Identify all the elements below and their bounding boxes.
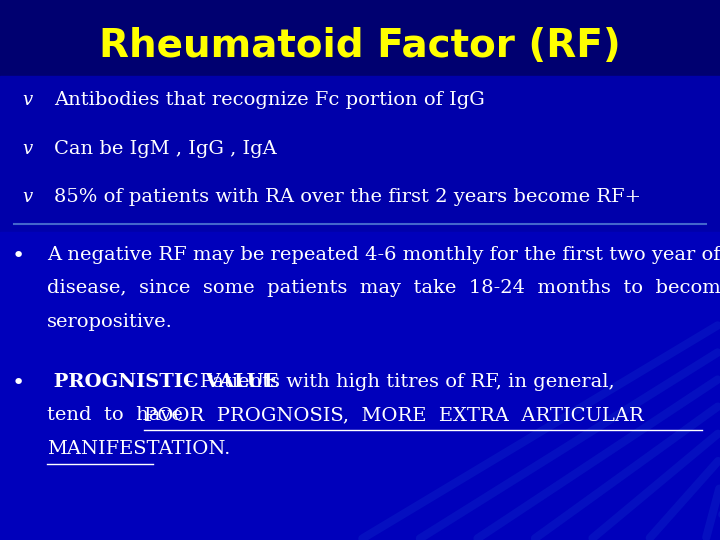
FancyArrowPatch shape — [535, 407, 718, 538]
Text: Can be IgM , IgG , IgA: Can be IgM , IgG , IgA — [54, 139, 276, 158]
Text: v: v — [22, 188, 32, 206]
Bar — [0, 76, 720, 232]
Text: •: • — [12, 246, 24, 266]
Text: PROGNISTIC VALUE: PROGNISTIC VALUE — [47, 373, 278, 390]
Text: MANIFESTATION.: MANIFESTATION. — [47, 440, 230, 457]
FancyArrowPatch shape — [650, 461, 718, 538]
FancyArrowPatch shape — [420, 353, 718, 538]
FancyArrowPatch shape — [477, 380, 718, 538]
Text: disease,  since  some  patients  may  take  18-24  months  to  become: disease, since some patients may take 18… — [47, 279, 720, 297]
Text: Antibodies that recognize Fc portion of IgG: Antibodies that recognize Fc portion of … — [54, 91, 485, 109]
Bar — [0, 0, 720, 76]
Text: Rheumatoid Factor (RF): Rheumatoid Factor (RF) — [99, 27, 621, 65]
Text: A negative RF may be repeated 4-6 monthly for the first two year of: A negative RF may be repeated 4-6 monthl… — [47, 246, 720, 264]
FancyArrowPatch shape — [593, 434, 718, 538]
Text: v: v — [22, 91, 32, 109]
Text: v: v — [22, 139, 32, 158]
Text: POOR  PROGNOSIS,  MORE  EXTRA  ARTICULAR: POOR PROGNOSIS, MORE EXTRA ARTICULAR — [144, 406, 644, 424]
Text: - Patients with high titres of RF, in general,: - Patients with high titres of RF, in ge… — [187, 373, 615, 390]
FancyArrowPatch shape — [706, 489, 719, 537]
Text: 85% of patients with RA over the first 2 years become RF+: 85% of patients with RA over the first 2… — [54, 188, 641, 206]
FancyArrowPatch shape — [362, 326, 718, 538]
Text: tend  to  have: tend to have — [47, 406, 195, 424]
Text: •: • — [12, 373, 24, 393]
Bar — [0, 232, 720, 540]
Text: seropositive.: seropositive. — [47, 313, 173, 330]
